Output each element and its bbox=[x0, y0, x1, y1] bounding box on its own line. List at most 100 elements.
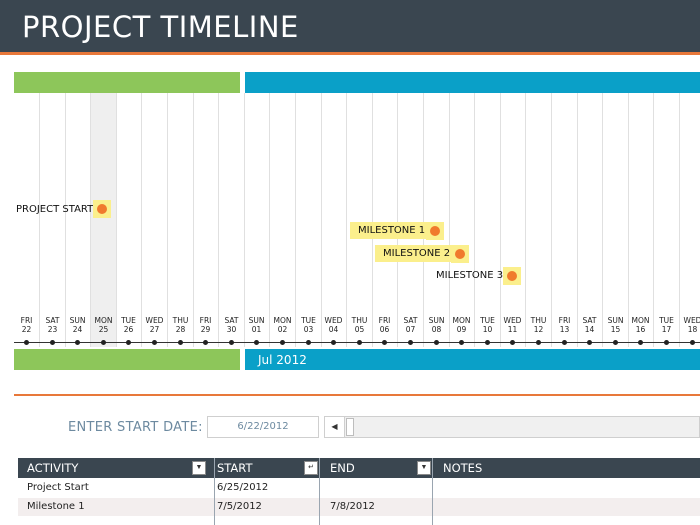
table-row[interactable] bbox=[18, 517, 700, 525]
day-date: 16 bbox=[635, 325, 646, 334]
scroll-left-arrow-icon[interactable]: ◀ bbox=[325, 417, 345, 437]
day-column bbox=[475, 93, 501, 347]
day-of-week: MON bbox=[452, 316, 471, 325]
scroll-thumb[interactable] bbox=[346, 418, 354, 436]
cell-activity[interactable]: Project Start bbox=[27, 482, 89, 493]
day-label: WED 18 bbox=[680, 316, 700, 334]
marker-label-milestone-2: MILESTONE 2 bbox=[375, 245, 459, 262]
day-date: 05 bbox=[354, 325, 365, 334]
day-label: TUE 03 bbox=[296, 316, 321, 334]
day-label: WED 04 bbox=[321, 316, 346, 334]
axis-tick-dot bbox=[562, 340, 567, 345]
cell-activity[interactable]: Milestone 1 bbox=[27, 501, 85, 512]
filter-dropdown-end-icon[interactable]: ▼ bbox=[417, 461, 431, 475]
marker-milestone-3 bbox=[503, 267, 521, 285]
axis-tick-dot bbox=[587, 340, 592, 345]
day-of-week: SAT bbox=[582, 316, 597, 325]
day-label: SUN 15 bbox=[603, 316, 628, 334]
day-label: TUE 26 bbox=[116, 316, 141, 334]
cell-start[interactable]: 6/25/2012 bbox=[217, 482, 269, 493]
day-date: 24 bbox=[72, 325, 83, 334]
table-row[interactable]: Milestone 1 7/5/2012 7/8/2012 bbox=[18, 498, 700, 516]
day-of-week: TUE bbox=[480, 316, 495, 325]
axis-tick-dot bbox=[408, 340, 413, 345]
axis-tick-dot bbox=[75, 340, 80, 345]
axis-tick-dot bbox=[331, 340, 336, 345]
axis-tick-dot bbox=[434, 340, 439, 345]
day-date: 22 bbox=[21, 325, 32, 334]
day-of-week: WED bbox=[145, 316, 164, 325]
day-column bbox=[398, 93, 424, 347]
day-column bbox=[40, 93, 66, 347]
day-label: SAT 30 bbox=[219, 316, 244, 334]
day-date: 11 bbox=[507, 325, 518, 334]
column-header-activity: ACTIVITY bbox=[27, 461, 79, 475]
day-label: FRI 06 bbox=[372, 316, 397, 334]
column-separator bbox=[319, 458, 320, 525]
axis-tick-dot bbox=[664, 340, 669, 345]
day-of-week: SUN bbox=[248, 316, 265, 325]
day-column bbox=[654, 93, 680, 347]
axis-tick-dot bbox=[254, 340, 259, 345]
axis-tick-dot bbox=[178, 340, 183, 345]
day-column bbox=[603, 93, 629, 347]
day-of-week: FRI bbox=[378, 316, 391, 325]
axis-tick-dot bbox=[280, 340, 285, 345]
day-date: 01 bbox=[251, 325, 262, 334]
day-of-week: MON bbox=[273, 316, 292, 325]
day-column bbox=[65, 93, 91, 347]
day-column bbox=[116, 93, 142, 347]
day-label: SAT 07 bbox=[398, 316, 423, 334]
day-label: MON 02 bbox=[270, 316, 295, 334]
day-of-week: FRI bbox=[20, 316, 33, 325]
day-label: WED 27 bbox=[142, 316, 167, 334]
start-date-input[interactable]: 6/22/2012 bbox=[207, 416, 319, 438]
day-date: 18 bbox=[687, 325, 698, 334]
cell-start[interactable]: 7/5/2012 bbox=[217, 501, 262, 512]
page-title: PROJECT TIMELINE bbox=[22, 10, 299, 44]
day-label: MON 16 bbox=[628, 316, 653, 334]
day-date: 28 bbox=[175, 325, 186, 334]
axis-tick-dot bbox=[510, 340, 515, 345]
day-label: THU 12 bbox=[526, 316, 551, 334]
day-column bbox=[142, 93, 168, 347]
day-date: 14 bbox=[584, 325, 595, 334]
day-label: SAT 14 bbox=[577, 316, 602, 334]
month-band-july-bottom bbox=[245, 349, 700, 370]
day-column bbox=[526, 93, 552, 347]
day-column bbox=[680, 93, 700, 347]
day-of-week: FRI bbox=[199, 316, 212, 325]
day-label: FRI 22 bbox=[14, 316, 39, 334]
start-date-label: ENTER START DATE: bbox=[68, 420, 203, 435]
day-column bbox=[552, 93, 578, 347]
title-divider bbox=[0, 52, 700, 55]
filter-dropdown-activity-icon[interactable]: ▼ bbox=[192, 461, 206, 475]
day-label: TUE 10 bbox=[475, 316, 500, 334]
timeline-scrollbar[interactable]: ◀ bbox=[324, 416, 700, 438]
month-band-july-top bbox=[245, 72, 700, 93]
axis-tick-dot bbox=[306, 340, 311, 345]
axis-tick-dot bbox=[536, 340, 541, 345]
cell-end[interactable]: 7/8/2012 bbox=[330, 501, 375, 512]
day-of-week: TUE bbox=[659, 316, 674, 325]
marker-project-start bbox=[93, 200, 111, 218]
section-divider bbox=[14, 394, 700, 396]
day-date: 02 bbox=[277, 325, 288, 334]
column-header-start: START bbox=[217, 461, 253, 475]
day-of-week: WED bbox=[503, 316, 522, 325]
day-label: SAT 23 bbox=[40, 316, 65, 334]
table-row[interactable]: Project Start 6/25/2012 bbox=[18, 479, 700, 497]
day-of-week: SUN bbox=[428, 316, 445, 325]
axis-tick-dot bbox=[126, 340, 131, 345]
day-column bbox=[424, 93, 450, 347]
day-date: 10 bbox=[482, 325, 493, 334]
axis-tick-dot bbox=[101, 340, 106, 345]
day-column bbox=[347, 93, 373, 347]
day-column bbox=[296, 93, 322, 347]
sort-filter-start-icon[interactable]: ↵ bbox=[304, 461, 318, 475]
day-of-week: THU bbox=[351, 316, 368, 325]
day-label: FRI 29 bbox=[193, 316, 218, 334]
axis-tick-dot bbox=[485, 340, 490, 345]
day-date: 09 bbox=[456, 325, 467, 334]
day-label: TUE 17 bbox=[654, 316, 679, 334]
